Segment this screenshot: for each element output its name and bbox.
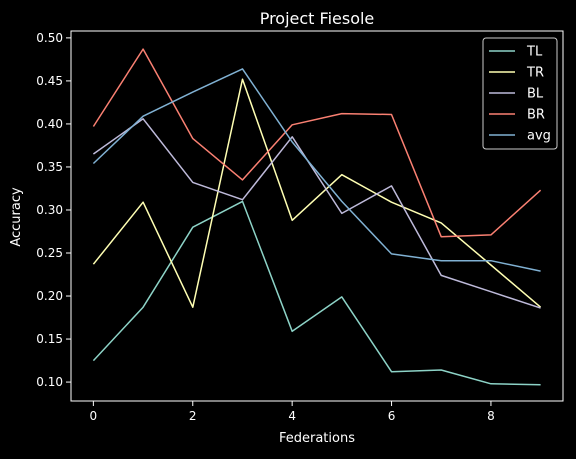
chart-title: Project Fiesole [260,9,375,28]
x-tick-label: 8 [487,409,495,423]
x-tick-label: 4 [288,409,296,423]
legend-label-br: BR [527,108,545,123]
y-tick-label: 0.15 [36,332,63,346]
legend: TL TR BL BR avg [482,37,558,150]
series-line-tl [92,200,541,386]
series-line-tr [92,78,542,308]
axes-layer: 0 2 4 6 8 0.10 0.15 0.20 0.25 0.30 0.35 0.40 0.45 0.5… [36,31,494,423]
y-tick-label: 0.30 [36,203,63,217]
x-tick-label: 0 [90,409,98,423]
x-axis-label: Federations [279,431,355,446]
legend-box [482,37,558,150]
series-line-bl [92,118,541,309]
y-tick-label: 0.40 [36,117,63,131]
series-layer [92,48,542,386]
plot-frame [70,30,564,402]
legend-label-tr: TR [526,66,544,81]
y-tick-label: 0.35 [36,160,63,174]
y-tick-label: 0.25 [36,246,63,260]
y-tick-label: 0.45 [36,74,63,88]
y-tick-label: 0.20 [36,289,63,303]
series-line-br [92,48,542,238]
x-tick-label: 2 [189,409,197,423]
legend-label-avg: avg [527,129,551,144]
legend-label-bl: BL [527,87,544,102]
x-tick-label: 6 [388,409,396,423]
y-axis-label: Accuracy [9,187,24,247]
y-tick-label: 0.10 [36,375,63,389]
legend-label-tl: TL [526,45,543,60]
y-tick-label: 0.50 [36,31,63,45]
series-line-avg [92,68,541,272]
